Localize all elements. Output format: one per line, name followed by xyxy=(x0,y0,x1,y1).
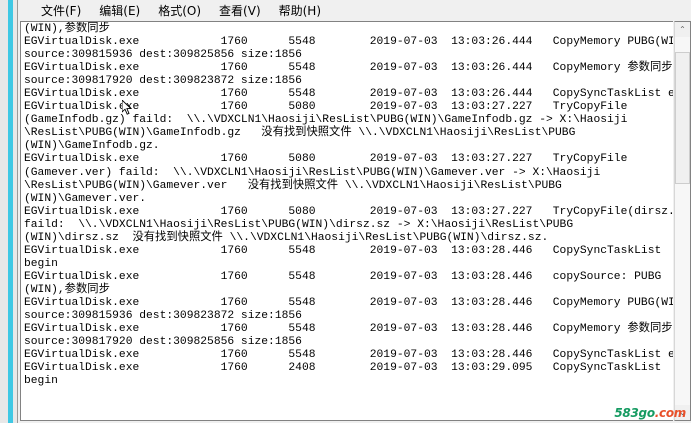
log-line: EGVirtualDisk.exe 1760 5080 2019-07-03 1… xyxy=(24,101,628,114)
log-line: source:309815936 dest:309825856 size:185… xyxy=(24,49,302,62)
menu-edit[interactable]: 编辑(E) xyxy=(99,3,141,18)
log-line: begin xyxy=(24,257,58,270)
vertical-scrollbar[interactable]: ⌃ ⌄ xyxy=(674,21,691,421)
log-line: (WIN),参数同步 xyxy=(24,23,110,35)
menu-view[interactable]: 查看(V) xyxy=(219,3,261,18)
log-line: EGVirtualDisk.exe 1760 5548 2019-07-03 1… xyxy=(24,88,673,101)
menu-bar: 文件(F) 编辑(E) 格式(O) 查看(V) 帮助(H) xyxy=(18,0,691,22)
scroll-up-button[interactable]: ⌃ xyxy=(675,22,690,37)
notepad-window: 文件(F) 编辑(E) 格式(O) 查看(V) 帮助(H) (WIN),参数同步… xyxy=(17,0,691,423)
background-window-accent-bar xyxy=(8,0,13,423)
log-line: (Gamever.ver) faild: \\.\VDXCLN1\Haosiji… xyxy=(24,166,601,179)
log-line: source:309817920 dest:309825856 size:185… xyxy=(24,336,302,349)
log-line: EGVirtualDisk.exe 1760 5548 2019-07-03 1… xyxy=(24,244,662,257)
log-line: \ResList\PUBG(WIN)\Gamever.ver 没有找到快照文件 … xyxy=(24,179,562,192)
log-line: source:309817920 dest:309823872 size:185… xyxy=(24,75,302,88)
scrollbar-thumb[interactable] xyxy=(675,51,690,185)
log-line: EGVirtualDisk.exe 1760 5080 2019-07-03 1… xyxy=(24,153,628,166)
scrollbar-track[interactable] xyxy=(675,37,690,405)
log-line: faild: \\.\VDXCLN1\Haosiji\ResList\PUBG(… xyxy=(24,218,574,231)
chevron-down-icon: ⌄ xyxy=(679,407,686,417)
menu-format[interactable]: 格式(O) xyxy=(158,3,202,18)
log-line: source:309815936 dest:309823872 size:185… xyxy=(24,310,302,323)
log-line: \ResList\PUBG(WIN)\GameInfodb.gz 没有找到快照文… xyxy=(24,127,576,140)
menu-file[interactable]: 文件(F) xyxy=(41,3,82,18)
chevron-up-icon: ⌃ xyxy=(679,24,686,34)
log-line: EGVirtualDisk.exe 1760 5548 2019-07-03 1… xyxy=(24,323,673,336)
log-line: (WIN)\dirsz.sz 没有找到快照文件 \\.\VDXCLN1\Haos… xyxy=(24,231,549,244)
log-line: (WIN)\Gamever.ver. xyxy=(24,192,147,205)
log-line: EGVirtualDisk.exe 1760 5548 2019-07-03 1… xyxy=(24,296,673,309)
mouse-cursor xyxy=(121,98,133,116)
log-line: EGVirtualDisk.exe 1760 5548 2019-07-03 1… xyxy=(24,349,673,362)
menu-help[interactable]: 帮助(H) xyxy=(278,3,322,18)
scroll-down-button[interactable]: ⌄ xyxy=(675,405,690,420)
log-line: EGVirtualDisk.exe 1760 5548 2019-07-03 1… xyxy=(24,36,673,49)
log-line: EGVirtualDisk.exe 1760 2408 2019-07-03 1… xyxy=(24,362,662,375)
log-line: (WIN),参数同步 xyxy=(24,283,110,296)
log-line: (WIN)\GameInfodb.gz. xyxy=(24,140,160,153)
log-line: EGVirtualDisk.exe 1760 5548 2019-07-03 1… xyxy=(24,270,662,283)
log-text-area[interactable]: (WIN),参数同步 EGVirtualDisk.exe 1760 5548 20… xyxy=(20,21,673,421)
log-line: (GameInfodb.gz) faild: \\.\VDXCLN1\Haosi… xyxy=(24,114,628,127)
log-line: EGVirtualDisk.exe 1760 5548 2019-07-03 1… xyxy=(24,62,673,75)
log-line: begin xyxy=(24,375,58,388)
log-line: EGVirtualDisk.exe 1760 5080 2019-07-03 1… xyxy=(24,205,673,218)
